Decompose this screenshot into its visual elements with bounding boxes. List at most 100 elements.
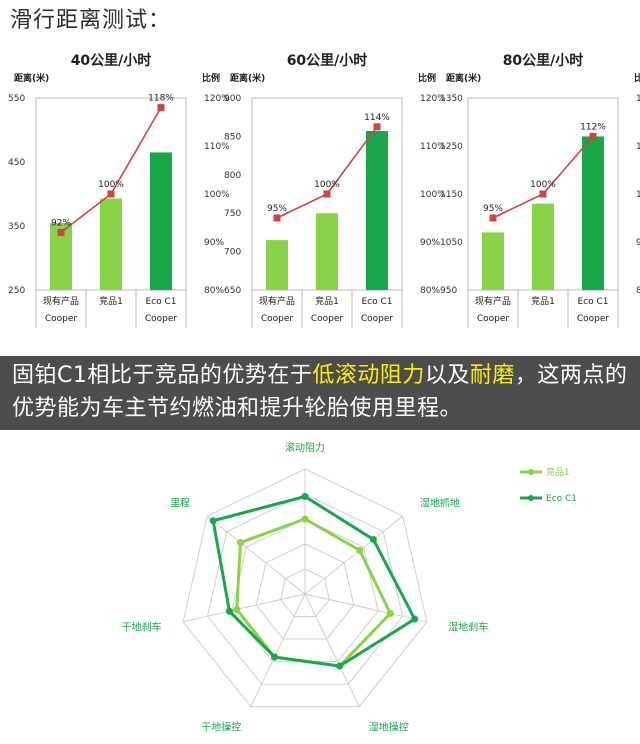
y2-tick-label: 120%: [204, 94, 230, 104]
ratio-point: [489, 214, 497, 222]
y2-tick-label: 80%: [636, 286, 640, 296]
ratio-point: [373, 123, 381, 131]
ratio-label: 100%: [314, 180, 340, 190]
radar-axis-label: 滚动阻力: [285, 441, 325, 454]
radar-spoke: [206, 515, 306, 595]
legend-label: Eco C1: [546, 494, 577, 504]
category-label: 现有产品: [475, 295, 511, 307]
ratio-point: [273, 214, 281, 222]
bar: [50, 222, 72, 290]
y2-tick-label: 90%: [420, 238, 440, 248]
banner-text-1: 固铂C1相比于竞品的优势在于: [12, 363, 313, 388]
banner-text-2: 以及: [424, 363, 470, 388]
y-tick-label: 750: [224, 209, 241, 219]
ratio-label: 118%: [148, 94, 174, 104]
category-label: 现有产品: [259, 295, 295, 307]
category-label: Cooper: [45, 314, 78, 324]
category-label: Eco C1: [361, 297, 392, 307]
radar-point: [336, 662, 344, 670]
y-tick-label: 800: [224, 171, 241, 181]
y-tick-label: 1150: [440, 190, 463, 200]
y2-tick-label: 100%: [636, 190, 640, 200]
radar-legend: 竞品1 Eco C1: [520, 466, 577, 504]
radar-point: [233, 606, 241, 614]
bar: [100, 198, 122, 290]
category-label: 竞品1: [531, 295, 555, 307]
radar-axis-label: 湿地操控: [369, 720, 409, 733]
y-tick-label: 700: [224, 248, 241, 258]
chart-title: 80公里/小时: [503, 52, 584, 69]
y2-tick-label: 120%: [636, 94, 640, 104]
bar: [582, 136, 604, 290]
ratio-line: [276, 126, 378, 219]
category-label: Eco C1: [577, 297, 608, 307]
y2-tick-label: 110%: [204, 142, 230, 152]
ratio-point: [107, 190, 115, 198]
radar-series-line: [211, 494, 417, 668]
bar: [150, 152, 172, 290]
y-tick-label: 850: [224, 132, 241, 142]
radar-point: [301, 493, 309, 500]
ratio-label: 112%: [580, 122, 606, 132]
category-label: Cooper: [361, 314, 394, 324]
bar: [316, 213, 338, 290]
page-title: 滑行距离测试：: [10, 8, 172, 33]
legend-marker: [528, 469, 534, 475]
category-label: Cooper: [477, 314, 510, 324]
radar-spoke: [304, 593, 427, 623]
bar: [366, 131, 388, 290]
radar-point: [369, 535, 377, 543]
radar-grid-ring: [280, 568, 330, 618]
radar-grid-ring: [182, 468, 428, 708]
y-tick-label: 550: [8, 94, 25, 104]
radar-axis-label: 湿地抓地: [420, 496, 460, 509]
ratio-point: [57, 228, 65, 236]
y-tick-label: 1250: [440, 142, 463, 152]
ratio-label: 95%: [483, 204, 503, 214]
y2-axis-label: 比例: [202, 72, 220, 84]
y2-tick-label: 100%: [204, 190, 230, 200]
y-tick-label: 950: [440, 286, 457, 296]
ratio-label: 95%: [267, 204, 287, 214]
radar-point: [225, 607, 233, 615]
y2-tick-label: 80%: [420, 286, 440, 296]
radar-point: [411, 615, 419, 623]
y2-tick-label: 80%: [204, 286, 224, 296]
chart-title: 40公里/小时: [71, 52, 152, 69]
category-label: Cooper: [311, 314, 344, 324]
radar-spoke: [304, 515, 404, 595]
radar-spoke: [183, 593, 306, 623]
y-tick-label: 650: [224, 286, 241, 296]
radar-grid-ring: [206, 493, 404, 685]
y2-tick-label: 110%: [636, 142, 640, 152]
ratio-label: 92%: [51, 218, 71, 228]
bar: [482, 232, 504, 290]
y2-tick-label: 100%: [420, 190, 446, 200]
legend-label: 竞品1: [546, 466, 570, 478]
radar-axis-label: 里程: [170, 497, 190, 509]
category-label: 竞品1: [99, 295, 123, 307]
ratio-point: [157, 104, 165, 112]
radar-spoke: [304, 593, 360, 707]
category-label: Cooper: [145, 314, 178, 324]
banner-text-3: ，这两点的优势能为车主节约燃油和提升轮胎使用里程。: [12, 363, 628, 421]
bar: [532, 203, 554, 290]
category-label: Cooper: [261, 314, 294, 324]
radar-axis-label: 干地操控: [201, 720, 241, 733]
ratio-label: 114%: [364, 113, 390, 123]
radar-axis-label: 干地刹车: [122, 621, 162, 634]
y2-tick-label: 120%: [420, 94, 446, 104]
radar-axis-label: 湿地刹车: [448, 621, 488, 634]
bar: [266, 240, 288, 290]
info-banner: 固铂C1相比于竞品的优势在于低滚动阻力以及耐磨，这两点的优势能为车主节约燃油和提…: [0, 356, 640, 430]
radar-point: [236, 539, 244, 547]
radar-point: [301, 515, 309, 523]
ratio-point: [589, 132, 597, 140]
y-tick-label: 1350: [440, 94, 463, 104]
y2-tick-label: 90%: [636, 238, 640, 248]
radar-point: [386, 609, 394, 617]
